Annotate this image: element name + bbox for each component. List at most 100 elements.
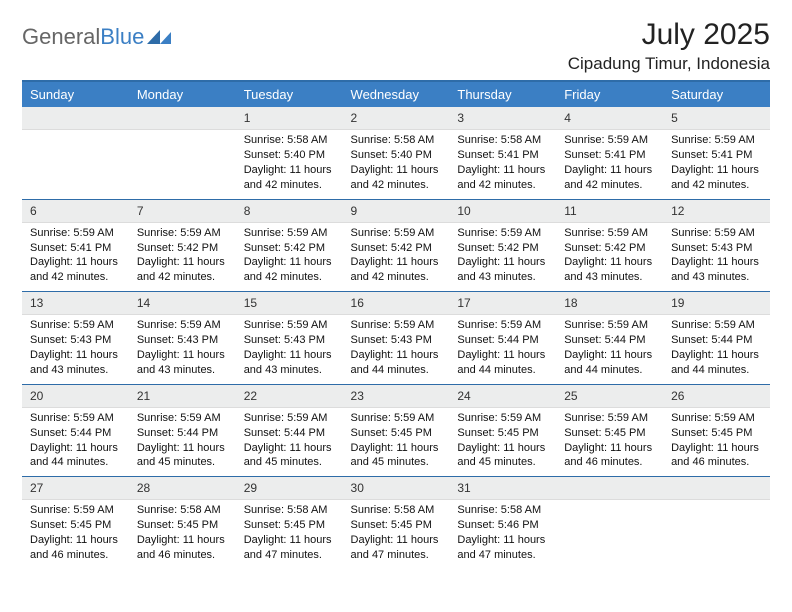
- day-detail-line: Sunrise: 5:58 AM: [457, 133, 548, 148]
- day-detail-line: Daylight: 11 hours: [137, 255, 228, 270]
- day-number: 26: [663, 385, 770, 408]
- day-detail-line: and 47 minutes.: [351, 548, 442, 563]
- day-detail-line: and 45 minutes.: [244, 455, 335, 470]
- day-details: Sunrise: 5:59 AMSunset: 5:43 PMDaylight:…: [343, 315, 450, 383]
- day-detail-line: Daylight: 11 hours: [351, 163, 442, 178]
- calendar-week-row: 27Sunrise: 5:59 AMSunset: 5:45 PMDayligh…: [22, 477, 770, 569]
- calendar-day-cell: 5Sunrise: 5:59 AMSunset: 5:41 PMDaylight…: [663, 107, 770, 199]
- day-details: Sunrise: 5:59 AMSunset: 5:42 PMDaylight:…: [449, 223, 556, 291]
- day-detail-line: [564, 548, 655, 563]
- day-detail-line: and 42 minutes.: [457, 178, 548, 193]
- day-detail-line: and 43 minutes.: [457, 270, 548, 285]
- day-number: 23: [343, 385, 450, 408]
- calendar-day-cell: 19Sunrise: 5:59 AMSunset: 5:44 PMDayligh…: [663, 292, 770, 384]
- day-detail-line: Sunrise: 5:59 AM: [457, 226, 548, 241]
- day-number: 2: [343, 107, 450, 130]
- day-detail-line: Daylight: 11 hours: [671, 163, 762, 178]
- day-detail-line: Daylight: 11 hours: [564, 255, 655, 270]
- day-number: 1: [236, 107, 343, 130]
- day-detail-line: [137, 163, 228, 178]
- day-detail-line: Sunset: 5:43 PM: [351, 333, 442, 348]
- day-detail-line: Sunset: 5:40 PM: [244, 148, 335, 163]
- calendar-week-row: 6Sunrise: 5:59 AMSunset: 5:41 PMDaylight…: [22, 200, 770, 292]
- day-number: 29: [236, 477, 343, 500]
- day-detail-line: [30, 178, 121, 193]
- calendar-week-row: 13Sunrise: 5:59 AMSunset: 5:43 PMDayligh…: [22, 292, 770, 384]
- calendar-day-cell: 1 Sunrise: 5:58 AMSunset: 5:40 PMDaylight…: [236, 107, 343, 199]
- day-detail-line: Daylight: 11 hours: [30, 348, 121, 363]
- day-detail-line: Sunrise: 5:59 AM: [671, 226, 762, 241]
- day-detail-line: and 42 minutes.: [30, 270, 121, 285]
- day-detail-line: Sunrise: 5:59 AM: [244, 411, 335, 426]
- day-number: [129, 107, 236, 130]
- day-number: 25: [556, 385, 663, 408]
- day-detail-line: Sunrise: 5:59 AM: [137, 411, 228, 426]
- day-detail-line: Sunrise: 5:58 AM: [244, 503, 335, 518]
- day-number: 11: [556, 200, 663, 223]
- day-detail-line: and 45 minutes.: [351, 455, 442, 470]
- day-detail-line: Sunrise: 5:58 AM: [244, 133, 335, 148]
- day-detail-line: Daylight: 11 hours: [244, 163, 335, 178]
- day-number: 5: [663, 107, 770, 130]
- calendar-day-cell: 3Sunrise: 5:58 AMSunset: 5:41 PMDaylight…: [449, 107, 556, 199]
- header: GeneralBlue July 2025 Cipadung Timur, In…: [22, 18, 770, 74]
- day-details: Sunrise: 5:59 AMSunset: 5:43 PMDaylight:…: [129, 315, 236, 383]
- day-detail-line: and 42 minutes.: [671, 178, 762, 193]
- day-detail-line: Sunset: 5:41 PM: [671, 148, 762, 163]
- day-detail-line: Sunrise: 5:59 AM: [564, 226, 655, 241]
- day-detail-line: Sunset: 5:42 PM: [351, 241, 442, 256]
- day-detail-line: Daylight: 11 hours: [671, 441, 762, 456]
- calendar-day-cell: 16Sunrise: 5:59 AMSunset: 5:43 PMDayligh…: [343, 292, 450, 384]
- day-detail-line: [564, 518, 655, 533]
- day-detail-line: Sunrise: 5:59 AM: [351, 411, 442, 426]
- weekday-header: Tuesday: [236, 82, 343, 107]
- day-detail-line: and 42 minutes.: [351, 270, 442, 285]
- day-detail-line: and 46 minutes.: [671, 455, 762, 470]
- day-detail-line: Daylight: 11 hours: [244, 533, 335, 548]
- calendar-day-cell: 31Sunrise: 5:58 AMSunset: 5:46 PMDayligh…: [449, 477, 556, 569]
- day-detail-line: Daylight: 11 hours: [457, 163, 548, 178]
- day-detail-line: Daylight: 11 hours: [351, 255, 442, 270]
- day-detail-line: Daylight: 11 hours: [137, 533, 228, 548]
- day-detail-line: Sunset: 5:44 PM: [671, 333, 762, 348]
- day-number: 10: [449, 200, 556, 223]
- day-number: 17: [449, 292, 556, 315]
- day-detail-line: Sunset: 5:44 PM: [564, 333, 655, 348]
- day-detail-line: and 46 minutes.: [30, 548, 121, 563]
- day-details: [22, 130, 129, 198]
- calendar-day-cell: 6Sunrise: 5:59 AMSunset: 5:41 PMDaylight…: [22, 200, 129, 292]
- weekday-header: Monday: [129, 82, 236, 107]
- day-detail-line: Daylight: 11 hours: [564, 348, 655, 363]
- day-details: Sunrise: 5:58 AMSunset: 5:40 PMDaylight:…: [343, 130, 450, 198]
- day-detail-line: [137, 148, 228, 163]
- calendar-day-cell: 8Sunrise: 5:59 AMSunset: 5:42 PMDaylight…: [236, 200, 343, 292]
- day-detail-line: Sunset: 5:44 PM: [30, 426, 121, 441]
- day-detail-line: Sunrise: 5:59 AM: [671, 318, 762, 333]
- day-number: 24: [449, 385, 556, 408]
- day-detail-line: Daylight: 11 hours: [137, 441, 228, 456]
- day-details: Sunrise: 5:59 AMSunset: 5:44 PMDaylight:…: [22, 408, 129, 476]
- day-details: Sunrise: 5:59 AMSunset: 5:44 PMDaylight:…: [449, 315, 556, 383]
- day-detail-line: [671, 518, 762, 533]
- calendar-day-cell: 25Sunrise: 5:59 AMSunset: 5:45 PMDayligh…: [556, 385, 663, 477]
- day-number: 15: [236, 292, 343, 315]
- day-detail-line: Sunset: 5:44 PM: [137, 426, 228, 441]
- day-number: [663, 477, 770, 500]
- brand-part2: Blue: [100, 24, 144, 50]
- calendar-day-cell: 24Sunrise: 5:59 AMSunset: 5:45 PMDayligh…: [449, 385, 556, 477]
- day-detail-line: Sunrise: 5:58 AM: [137, 503, 228, 518]
- weekday-header: Saturday: [663, 82, 770, 107]
- day-detail-line: [564, 533, 655, 548]
- brand-part1: General: [22, 24, 100, 50]
- brand-mark-icon: [147, 24, 173, 50]
- weekday-header-row: Sunday Monday Tuesday Wednesday Thursday…: [22, 82, 770, 107]
- calendar-day-cell: 2Sunrise: 5:58 AMSunset: 5:40 PMDaylight…: [343, 107, 450, 199]
- calendar-day-cell: 4Sunrise: 5:59 AMSunset: 5:41 PMDaylight…: [556, 107, 663, 199]
- day-details: Sunrise: 5:59 AMSunset: 5:42 PMDaylight:…: [129, 223, 236, 291]
- weekday-header: Wednesday: [343, 82, 450, 107]
- day-detail-line: Sunset: 5:45 PM: [564, 426, 655, 441]
- day-details: [129, 130, 236, 198]
- day-detail-line: and 43 minutes.: [30, 363, 121, 378]
- day-detail-line: Sunrise: 5:59 AM: [564, 133, 655, 148]
- day-number: 22: [236, 385, 343, 408]
